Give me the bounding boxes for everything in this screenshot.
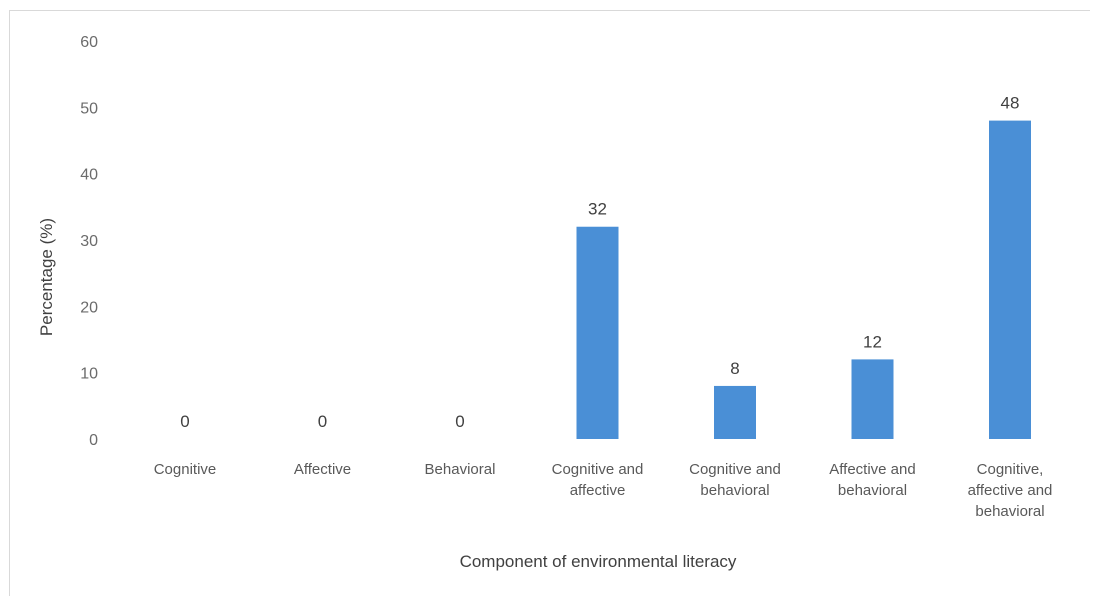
x-category-label: Affective and behavioral	[829, 461, 915, 499]
y-tick-label: 60	[80, 34, 98, 51]
data-label: 8	[730, 359, 739, 378]
y-tick-label: 50	[80, 100, 98, 117]
y-axis-ticks: 0 10 20 30 40 50 60	[80, 34, 98, 449]
data-label: 32	[588, 200, 607, 219]
bars	[576, 120, 1031, 439]
y-tick-label: 30	[80, 233, 98, 250]
data-label: 48	[1001, 94, 1020, 113]
data-label: 0	[180, 412, 189, 431]
x-category-label: Behavioral	[425, 461, 496, 478]
data-label: 0	[318, 412, 327, 431]
frame-top-border	[10, 10, 1090, 11]
y-tick-label: 40	[80, 167, 98, 184]
x-category-label: Affective	[294, 461, 351, 478]
x-category-label: Cognitive, affective and behavioral	[968, 461, 1053, 520]
y-tick-label: 0	[89, 432, 98, 449]
x-category-label: Cognitive	[154, 461, 217, 478]
bar	[851, 359, 894, 439]
data-label: 12	[863, 332, 882, 351]
y-tick-label: 10	[80, 366, 98, 383]
x-category-label: Cognitive and affective	[552, 461, 644, 499]
x-axis-title: Component of environmental literacy	[460, 552, 737, 571]
x-category-label: Cognitive and behavioral	[689, 461, 781, 499]
bar	[576, 226, 619, 439]
y-axis-title: Percentage (%)	[37, 218, 56, 336]
frame-left-border	[9, 10, 10, 596]
data-label: 0	[455, 412, 464, 431]
data-labels: 0 0 0 32 8 12 48	[180, 94, 1019, 431]
bar	[714, 385, 756, 439]
y-tick-label: 20	[80, 299, 98, 316]
category-labels: Cognitive Affective Behavioral Cognitive an…	[154, 461, 1053, 520]
bar	[989, 120, 1031, 439]
